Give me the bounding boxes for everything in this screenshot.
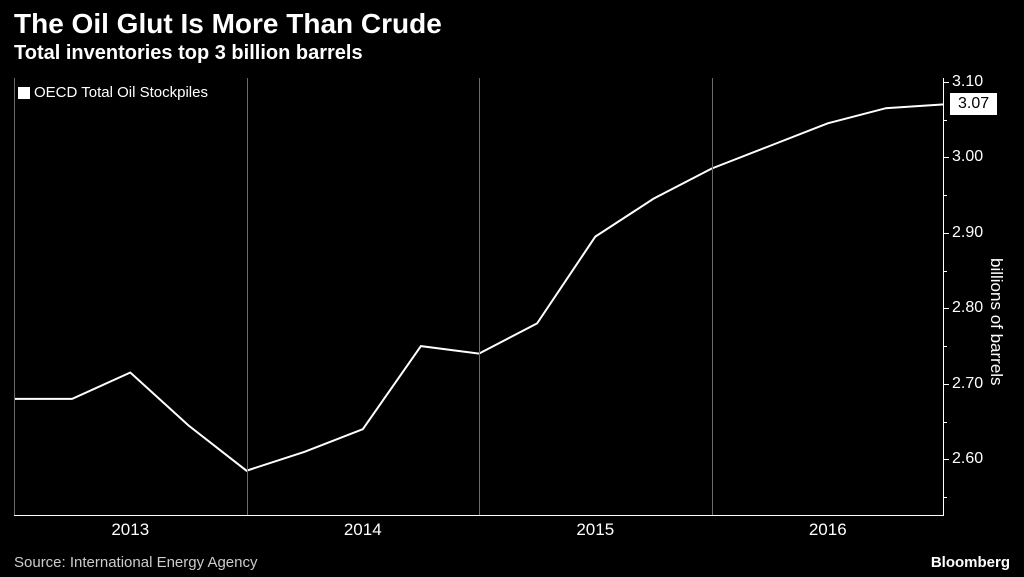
y-tick-label: 2.90: [952, 224, 983, 242]
y-tick-label: 3.10: [952, 73, 983, 91]
y-tick-label: 2.60: [952, 450, 983, 468]
x-tick-label: 2015: [576, 520, 614, 540]
y-tick: [943, 308, 949, 309]
chart-area: OECD Total Oil Stockpiles billions of ba…: [14, 78, 1010, 538]
y-tick-label: 3.00: [952, 148, 983, 166]
gridline-vertical: [247, 78, 248, 515]
x-tick-label: 2016: [809, 520, 847, 540]
y-tick-minor: [943, 195, 947, 196]
chart-header: The Oil Glut Is More Than Crude Total in…: [0, 0, 1024, 69]
y-tick: [943, 82, 949, 83]
gridline-vertical: [479, 78, 480, 515]
y-tick-label: 2.70: [952, 375, 983, 393]
x-tick-label: 2013: [111, 520, 149, 540]
chart-title: The Oil Glut Is More Than Crude: [14, 8, 1010, 40]
y-tick: [943, 384, 949, 385]
y-tick: [943, 233, 949, 234]
source-label: Source: International Energy Agency: [14, 554, 258, 571]
y-tick-label: 2.80: [952, 299, 983, 317]
gridline-vertical: [712, 78, 713, 515]
y-tick: [943, 459, 949, 460]
value-callout: 3.07: [950, 93, 997, 115]
y-axis-title: billions of barrels: [986, 258, 1006, 386]
y-tick-minor: [943, 346, 947, 347]
chart-subtitle: Total inventories top 3 billion barrels: [14, 42, 1010, 65]
y-tick-minor: [943, 497, 947, 498]
plot-region: OECD Total Oil Stockpiles: [14, 78, 944, 516]
chart-footer: Source: International Energy Agency Bloo…: [14, 554, 1010, 571]
x-tick-label: 2014: [344, 520, 382, 540]
gridline-vertical: [14, 78, 15, 515]
brand-label: Bloomberg: [931, 554, 1010, 571]
y-tick-minor: [943, 120, 947, 121]
y-tick-minor: [943, 422, 947, 423]
y-tick: [943, 157, 949, 158]
y-tick-minor: [943, 271, 947, 272]
